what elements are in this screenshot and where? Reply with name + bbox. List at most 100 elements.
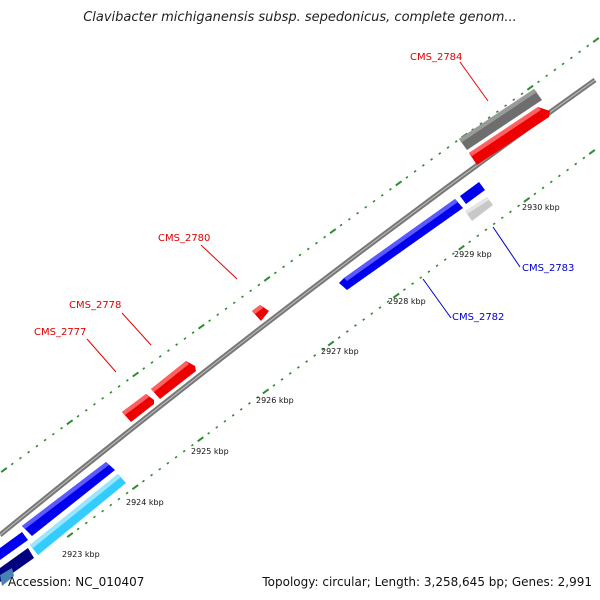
minor-tick <box>117 497 121 501</box>
minor-tick <box>273 271 277 275</box>
minor-tick <box>43 438 47 442</box>
feature-cms-2784-red[interactable] <box>469 107 550 165</box>
minor-tick <box>125 379 129 382</box>
minor-tick <box>315 241 318 245</box>
outer-tick-row <box>0 37 600 473</box>
minor-tick <box>298 253 302 257</box>
minor-tick <box>190 443 194 447</box>
minor-tick <box>241 295 244 299</box>
scale-labels: 2923 kbp 2924 kbp 2925 kbp 2926 kbp 2927… <box>62 203 560 559</box>
minor-tick <box>141 479 145 483</box>
minor-tick <box>249 289 253 293</box>
minor-tick <box>574 162 578 166</box>
feature-cyan-lower[interactable] <box>30 474 126 555</box>
minor-tick <box>476 234 480 238</box>
minor-tick <box>296 366 300 369</box>
feature-cms-2780[interactable] <box>252 305 269 321</box>
label-leaders <box>86 61 521 373</box>
minor-tick <box>386 300 390 303</box>
minor-tick <box>372 199 376 203</box>
minor-tick <box>339 223 343 227</box>
minor-tick <box>427 270 431 274</box>
scale-label: 2926 kbp <box>256 396 294 405</box>
minor-tick <box>430 158 433 161</box>
feature-cms-2782[interactable] <box>339 199 463 290</box>
major-tick <box>66 532 74 538</box>
major-tick <box>66 419 74 426</box>
minor-tick <box>512 98 516 102</box>
minor-tick <box>323 235 327 239</box>
minor-tick <box>223 419 227 423</box>
minor-tick <box>347 217 351 221</box>
scale-label: 2924 kbp <box>126 498 164 507</box>
minor-tick <box>549 180 553 184</box>
minor-tick <box>93 515 96 519</box>
minor-tick <box>175 343 179 346</box>
minor-tick <box>125 491 129 495</box>
minor-tick <box>380 193 384 197</box>
minor-tick <box>256 395 260 399</box>
minor-tick <box>517 204 521 208</box>
minor-tick <box>288 372 292 375</box>
minor-tick <box>191 331 195 334</box>
minor-tick <box>224 307 228 311</box>
gene-label[interactable]: CMS_2778 <box>69 300 121 311</box>
minor-tick <box>166 461 170 465</box>
scale-label: 2927 kbp <box>321 347 359 356</box>
minor-tick <box>545 74 549 78</box>
feature-cms-2784-gray[interactable] <box>459 89 542 150</box>
minor-tick <box>142 367 146 370</box>
minor-tick <box>280 378 284 381</box>
minor-tick <box>479 122 483 125</box>
minor-tick <box>272 384 276 387</box>
minor-tick <box>405 176 409 179</box>
major-tick <box>392 292 400 299</box>
minor-tick <box>84 408 88 412</box>
minor-tick <box>345 330 349 333</box>
major-tick <box>327 340 335 347</box>
major-tick <box>458 244 465 251</box>
minor-tick <box>290 259 294 263</box>
minor-tick <box>537 80 540 84</box>
feature-cms-2778[interactable] <box>151 361 196 399</box>
minor-tick <box>35 444 39 448</box>
minor-tick <box>101 509 105 513</box>
minor-tick <box>93 402 96 406</box>
minor-tick <box>231 413 235 417</box>
minor-tick <box>495 110 499 114</box>
gene-label[interactable]: CMS_2777 <box>34 327 86 338</box>
minor-tick <box>454 140 458 143</box>
feature-blue-lower[interactable] <box>22 462 115 536</box>
minor-tick <box>438 152 442 155</box>
major-tick <box>395 180 403 187</box>
major-tick <box>263 275 271 282</box>
gene-label[interactable]: CMS_2784 <box>410 52 462 63</box>
gene-label[interactable]: CMS_2780 <box>158 233 210 244</box>
feature-blue-small[interactable] <box>460 182 485 204</box>
gene-label[interactable]: CMS_2782 <box>452 312 504 323</box>
minor-tick <box>109 391 113 394</box>
feature-cms-2783[interactable] <box>465 197 493 221</box>
feature-blue-edge[interactable] <box>0 532 28 560</box>
minor-tick <box>566 168 569 172</box>
feature-slate-edge[interactable] <box>0 568 14 586</box>
major-tick <box>329 228 337 235</box>
major-tick <box>132 371 139 378</box>
minor-tick <box>158 467 162 471</box>
minor-tick <box>337 336 341 339</box>
minor-tick <box>150 361 154 364</box>
minor-tick <box>117 385 121 388</box>
minor-tick <box>557 174 561 178</box>
gene-label[interactable]: CMS_2783 <box>522 263 574 274</box>
minor-tick <box>354 324 357 327</box>
topology-text: Topology: circular; Length: 3,258,645 bp… <box>262 575 592 589</box>
major-tick <box>523 196 531 203</box>
minor-tick <box>471 128 475 131</box>
minor-tick <box>321 348 325 351</box>
minor-tick <box>10 462 14 466</box>
minor-tick <box>101 396 105 400</box>
feature-cms-2777[interactable] <box>122 394 154 422</box>
accession-text: Accession: NC_010407 <box>8 575 145 589</box>
minor-tick <box>216 313 220 317</box>
